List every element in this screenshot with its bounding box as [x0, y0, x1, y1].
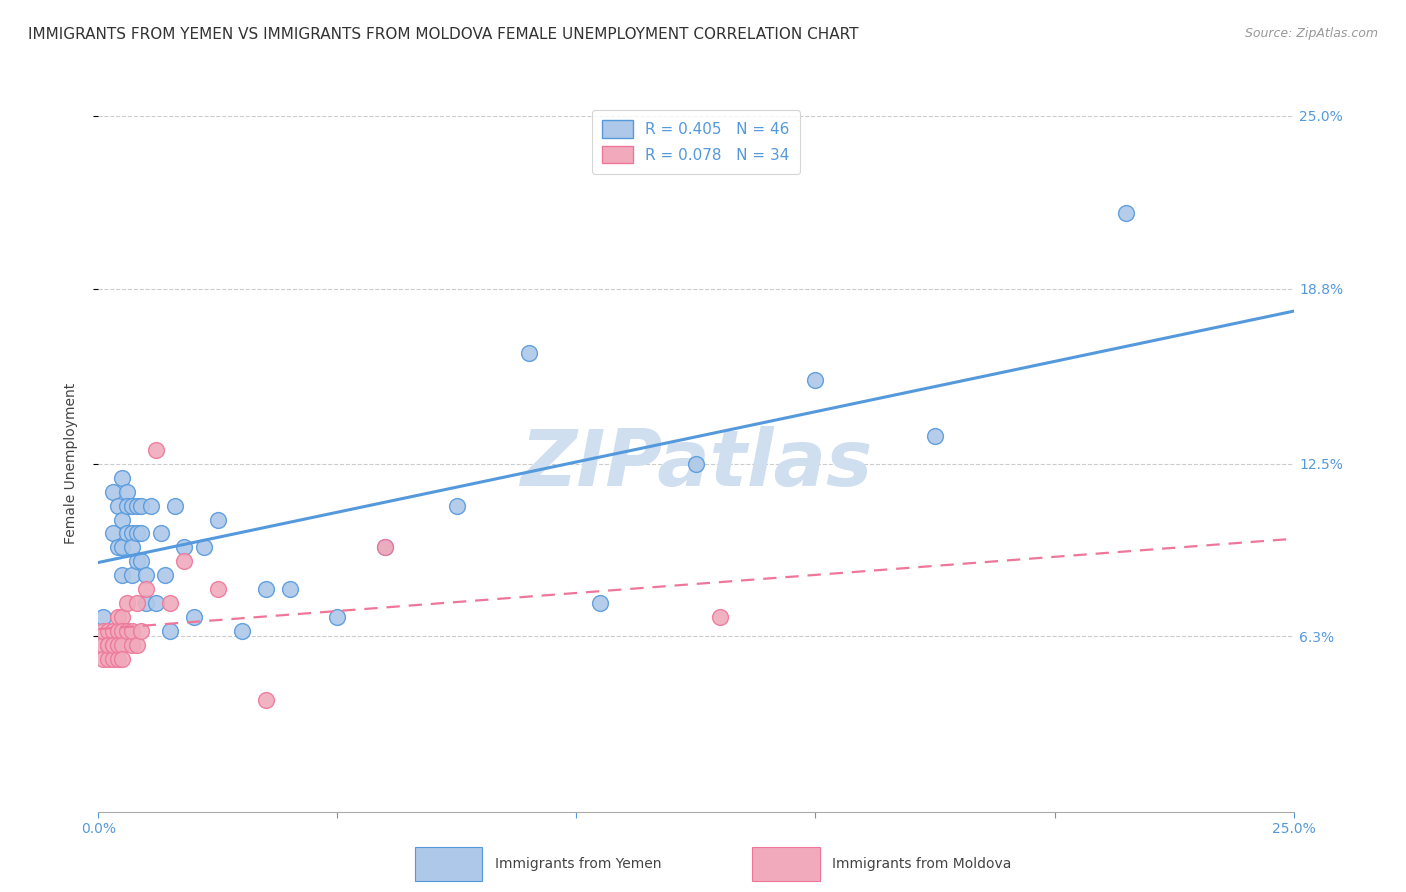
Point — [121, 499, 143, 513]
Point — [115, 624, 138, 638]
Point — [91, 610, 114, 624]
Point — [326, 610, 349, 624]
Point — [145, 442, 167, 457]
Point — [159, 624, 181, 638]
Point — [115, 484, 138, 499]
Point — [155, 568, 177, 582]
Point — [173, 541, 195, 555]
Point — [107, 499, 129, 513]
Text: Immigrants from Moldova: Immigrants from Moldova — [832, 857, 1012, 871]
Point — [115, 499, 138, 513]
Point — [111, 610, 134, 624]
Point — [107, 541, 129, 555]
Point — [254, 582, 277, 596]
Point — [135, 582, 157, 596]
Point — [254, 693, 277, 707]
Point — [446, 499, 468, 513]
Legend: R = 0.405   N = 46, R = 0.078   N = 34: R = 0.405 N = 46, R = 0.078 N = 34 — [592, 110, 800, 174]
Point — [149, 526, 172, 541]
Point — [131, 554, 153, 568]
Point — [107, 651, 129, 665]
Point — [111, 651, 134, 665]
Point — [101, 638, 124, 652]
Point — [924, 429, 946, 443]
Point — [709, 610, 731, 624]
Point — [97, 638, 120, 652]
Point — [135, 568, 157, 582]
Point — [101, 651, 124, 665]
Text: ZIPatlas: ZIPatlas — [520, 425, 872, 502]
Point — [517, 345, 540, 359]
Point — [101, 624, 124, 638]
Point — [1115, 206, 1137, 220]
Point — [91, 624, 114, 638]
Point — [97, 638, 120, 652]
Point — [131, 499, 153, 513]
Point — [125, 554, 148, 568]
Point — [121, 638, 143, 652]
Point — [107, 638, 129, 652]
Point — [163, 499, 186, 513]
Point — [91, 651, 114, 665]
Point — [207, 512, 229, 526]
Point — [111, 541, 134, 555]
Point — [139, 499, 162, 513]
Point — [91, 638, 114, 652]
Point — [131, 526, 153, 541]
Point — [374, 541, 396, 555]
Point — [101, 526, 124, 541]
Point — [107, 624, 129, 638]
Point — [111, 624, 134, 638]
Point — [231, 624, 253, 638]
Point — [125, 638, 148, 652]
Point — [107, 610, 129, 624]
Text: Source: ZipAtlas.com: Source: ZipAtlas.com — [1244, 27, 1378, 40]
Y-axis label: Female Unemployment: Female Unemployment — [63, 384, 77, 544]
Point — [111, 512, 134, 526]
Point — [121, 568, 143, 582]
Point — [135, 596, 157, 610]
Point — [111, 568, 134, 582]
Point — [145, 596, 167, 610]
Point — [101, 484, 124, 499]
Point — [115, 526, 138, 541]
Point — [115, 596, 138, 610]
Point — [111, 638, 134, 652]
Point — [183, 610, 205, 624]
Text: IMMIGRANTS FROM YEMEN VS IMMIGRANTS FROM MOLDOVA FEMALE UNEMPLOYMENT CORRELATION: IMMIGRANTS FROM YEMEN VS IMMIGRANTS FROM… — [28, 27, 859, 42]
Point — [685, 457, 707, 471]
Point — [804, 373, 827, 387]
Point — [125, 526, 148, 541]
Point — [111, 471, 134, 485]
Point — [125, 596, 148, 610]
Point — [97, 624, 120, 638]
Point — [173, 554, 195, 568]
Point — [121, 624, 143, 638]
Point — [125, 499, 148, 513]
Point — [131, 624, 153, 638]
Point — [97, 651, 120, 665]
Point — [101, 638, 124, 652]
Point — [278, 582, 301, 596]
Point — [121, 541, 143, 555]
Point — [159, 596, 181, 610]
Point — [121, 526, 143, 541]
Point — [589, 596, 612, 610]
Point — [193, 541, 215, 555]
Point — [374, 541, 396, 555]
Point — [207, 582, 229, 596]
Text: Immigrants from Yemen: Immigrants from Yemen — [495, 857, 661, 871]
